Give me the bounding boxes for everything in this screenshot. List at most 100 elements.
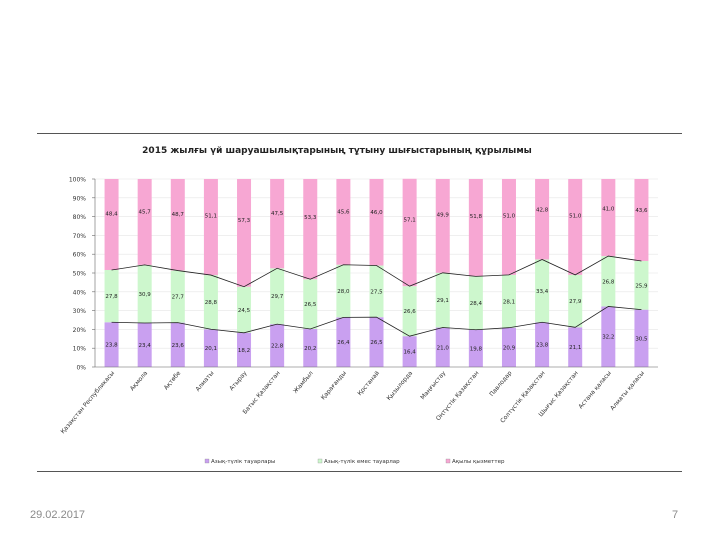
bar-segment xyxy=(402,286,417,337)
bar-segment xyxy=(203,275,218,330)
boundary-line xyxy=(111,306,642,337)
bar-segment xyxy=(501,179,516,275)
data-label: 26,4 xyxy=(337,340,350,346)
bar-segment xyxy=(303,329,318,367)
legend-label: Азық-түлік емес тауарлар xyxy=(324,459,400,465)
bar-segment xyxy=(369,317,384,367)
data-label: 22,8 xyxy=(271,344,284,350)
bar-segment xyxy=(535,179,550,260)
bar-segment xyxy=(137,179,152,265)
y-tick-label: 90% xyxy=(73,195,87,202)
slide-date: 29.02.2017 xyxy=(30,509,86,521)
data-label: 26,6 xyxy=(403,309,416,315)
bar-segment xyxy=(601,306,616,367)
data-label: 20,2 xyxy=(304,346,316,352)
bar-segment xyxy=(137,323,152,367)
bar-segment xyxy=(336,264,351,318)
data-label: 49,9 xyxy=(437,213,450,219)
bar-segment xyxy=(402,178,417,287)
data-label: 28,8 xyxy=(205,300,218,306)
bar-segment xyxy=(468,329,483,367)
data-label: 53,3 xyxy=(304,215,317,221)
data-label: 29,7 xyxy=(271,294,284,300)
data-label: 21,1 xyxy=(569,345,581,351)
y-tick-label: 80% xyxy=(73,214,87,221)
legend-label: Ақылы қызметтер xyxy=(452,459,505,465)
x-tick-label: Астана қаласы xyxy=(577,370,613,411)
data-label: 26,5 xyxy=(304,302,317,308)
data-label: 51,8 xyxy=(470,214,483,220)
bar-segment xyxy=(270,268,285,325)
data-label: 51,0 xyxy=(569,213,582,219)
bar-segment xyxy=(336,317,351,367)
bar-segment xyxy=(435,272,450,328)
legend-swatch xyxy=(317,458,323,464)
data-label: 32,2 xyxy=(602,335,614,341)
data-label: 42,8 xyxy=(536,208,549,214)
data-label: 51,0 xyxy=(503,213,516,219)
bottom-divider xyxy=(37,471,682,472)
data-label: 27,8 xyxy=(105,294,118,300)
bar-segment xyxy=(104,269,119,323)
slide-page-number: 7 xyxy=(672,509,679,521)
bar-segment xyxy=(501,327,516,367)
top-divider xyxy=(37,133,682,134)
bar-segment xyxy=(203,329,218,367)
bar-segment xyxy=(601,256,616,307)
bar-segment xyxy=(468,179,483,277)
data-label: 28,4 xyxy=(470,301,483,307)
data-label: 16,4 xyxy=(403,350,416,356)
data-label: 24,5 xyxy=(238,308,251,314)
data-label: 48,4 xyxy=(105,212,118,218)
y-tick-label: 100% xyxy=(69,177,86,184)
data-label: 26,8 xyxy=(602,279,615,285)
data-label: 21,0 xyxy=(437,345,450,351)
x-tick-label: Ақтөбе xyxy=(163,370,183,392)
data-label: 57,1 xyxy=(403,218,415,224)
y-tick-label: 70% xyxy=(73,233,87,240)
bar-segment xyxy=(137,264,152,324)
data-label: 20,9 xyxy=(503,345,516,351)
y-tick-label: 0% xyxy=(76,365,86,372)
x-tick-label: Батыс Қазақстан xyxy=(242,370,282,416)
x-tick-label: Ақмола xyxy=(129,370,150,393)
y-tick-label: 20% xyxy=(73,327,87,334)
x-tick-label: Алматы қаласы xyxy=(609,370,646,412)
bar-segment xyxy=(237,286,252,333)
bar-segment xyxy=(402,336,417,367)
bar-segment xyxy=(203,179,218,276)
data-label: 29,1 xyxy=(437,298,449,304)
data-label: 30,5 xyxy=(635,336,648,342)
bar-segment xyxy=(270,179,285,269)
bar-segment xyxy=(369,265,384,318)
data-label: 27,5 xyxy=(370,289,383,295)
x-tick-label: Атырау xyxy=(228,369,249,392)
x-tick-label: Қызылорда xyxy=(386,370,415,402)
bar-segment xyxy=(170,179,185,271)
boundary-line xyxy=(111,255,642,288)
data-label: 51,1 xyxy=(205,214,217,220)
bar-segment xyxy=(237,179,252,287)
data-label: 26,5 xyxy=(370,340,383,346)
data-label: 20,1 xyxy=(205,346,217,352)
data-label: 23,4 xyxy=(139,343,152,349)
bar-segment xyxy=(535,322,550,367)
y-tick-label: 50% xyxy=(73,271,87,278)
data-label: 57,3 xyxy=(238,218,251,224)
bar-segment xyxy=(270,324,285,367)
data-label: 28,1 xyxy=(503,299,515,305)
bar-segment xyxy=(568,327,583,367)
data-label: 27,9 xyxy=(569,299,582,305)
bar-segment xyxy=(170,322,185,367)
data-label: 46,0 xyxy=(370,210,383,216)
x-tick-label: Жамбыл xyxy=(292,370,315,395)
bar-segment xyxy=(501,274,516,328)
bar-segment xyxy=(568,179,583,275)
bar-segment xyxy=(237,332,252,367)
legend-label: Азық-түлік тауарлары xyxy=(211,459,275,465)
data-label: 18,2 xyxy=(238,348,250,354)
bar-segment xyxy=(435,179,450,273)
data-label: 27,7 xyxy=(172,295,185,301)
legend-swatch xyxy=(204,458,210,464)
